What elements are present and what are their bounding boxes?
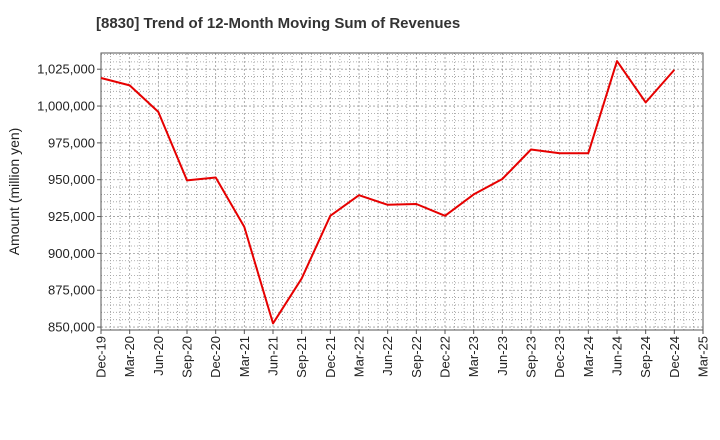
x-tick-label: Mar-21 — [237, 336, 252, 377]
x-tick-label: Jun-24 — [610, 336, 625, 376]
y-tick-label: 950,000 — [48, 172, 95, 187]
y-axis-tick-labels: 850,000 875,000 900,000 925,000 950,000 975,0… — [37, 62, 101, 335]
y-axis-label: Amount (million yen) — [6, 128, 22, 256]
x-tick-label: Mar-25 — [696, 336, 711, 377]
grid-lines — [101, 53, 703, 330]
x-tick-label: Sep-24 — [638, 336, 653, 378]
x-tick-label: Mar-20 — [122, 336, 137, 377]
x-tick-label: Mar-22 — [352, 336, 367, 377]
chart-title: [8830] Trend of 12-Month Moving Sum of R… — [96, 15, 461, 32]
x-tick-label: Jun-21 — [266, 336, 281, 376]
series-lines — [100, 60, 676, 325]
y-tick-label: 875,000 — [48, 283, 95, 298]
x-tick-label: Dec-19 — [94, 336, 109, 378]
x-tick-label: Dec-24 — [667, 336, 682, 378]
y-tick-label: 925,000 — [48, 209, 95, 224]
x-tick-label: Dec-21 — [323, 336, 338, 378]
series-line — [100, 60, 676, 325]
x-tick-label: Sep-23 — [524, 336, 539, 378]
x-tick-label: Sep-22 — [409, 336, 424, 378]
x-tick-label: Dec-23 — [552, 336, 567, 378]
y-tick-label: 900,000 — [48, 246, 95, 261]
y-tick-label: 1,025,000 — [37, 62, 95, 77]
x-tick-label: Sep-20 — [180, 336, 195, 378]
y-tick-label: 1,000,000 — [37, 99, 95, 114]
x-tick-label: Mar-23 — [466, 336, 481, 377]
x-tick-label: Jun-20 — [151, 336, 166, 376]
y-tick-label: 975,000 — [48, 135, 95, 150]
x-tick-label: Jun-22 — [380, 336, 395, 376]
x-axis-tick-labels: Dec-19 Mar-20 Jun-20 Sep-20 Dec-20 Mar-21 Jun-… — [94, 330, 711, 378]
plot-area-frame — [100, 52, 704, 331]
x-tick-label: Dec-20 — [208, 336, 223, 378]
x-tick-label: Mar-24 — [581, 336, 596, 377]
x-tick-label: Jun-23 — [495, 336, 510, 376]
x-tick-label: Dec-22 — [438, 336, 453, 378]
y-tick-label: 850,000 — [48, 320, 95, 335]
x-tick-label: Sep-21 — [294, 336, 309, 378]
